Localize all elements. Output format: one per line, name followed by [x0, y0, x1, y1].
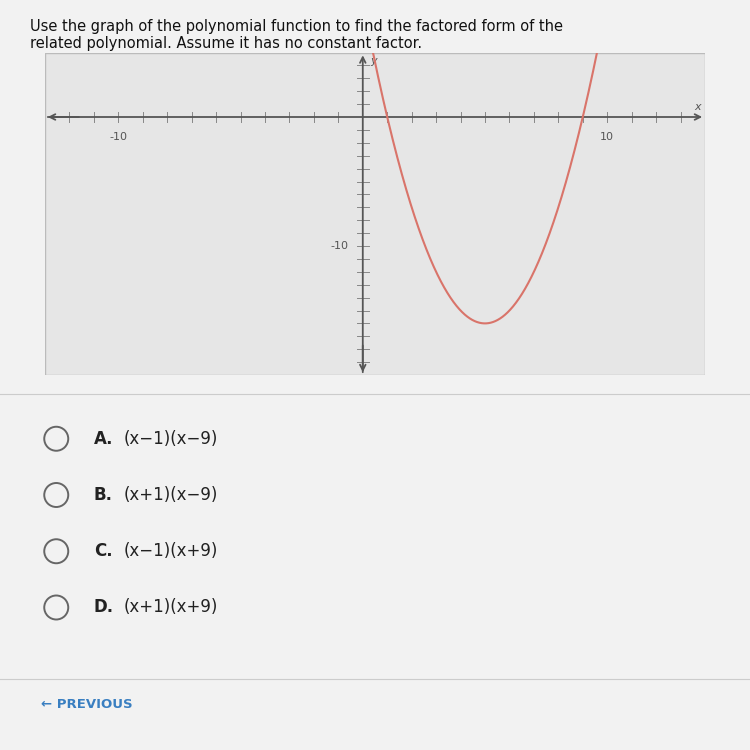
Text: related polynomial. Assume it has no constant factor.: related polynomial. Assume it has no con… [30, 36, 422, 51]
Text: C.: C. [94, 542, 112, 560]
Text: (x+1)(x−9): (x+1)(x−9) [124, 486, 218, 504]
Text: A.: A. [94, 430, 113, 448]
Text: (x−1)(x+9): (x−1)(x+9) [124, 542, 218, 560]
Text: (x−1)(x−9): (x−1)(x−9) [124, 430, 218, 448]
Text: x: x [694, 102, 701, 112]
Text: y: y [370, 56, 376, 66]
Text: (x+1)(x+9): (x+1)(x+9) [124, 598, 218, 616]
Text: 10: 10 [600, 133, 614, 142]
Text: Use the graph of the polynomial function to find the factored form of the: Use the graph of the polynomial function… [30, 19, 563, 34]
Text: -10: -10 [110, 133, 128, 142]
Text: -10: -10 [330, 241, 348, 251]
Text: ← PREVIOUS: ← PREVIOUS [41, 698, 133, 712]
Text: B.: B. [94, 486, 112, 504]
Text: D.: D. [94, 598, 114, 616]
